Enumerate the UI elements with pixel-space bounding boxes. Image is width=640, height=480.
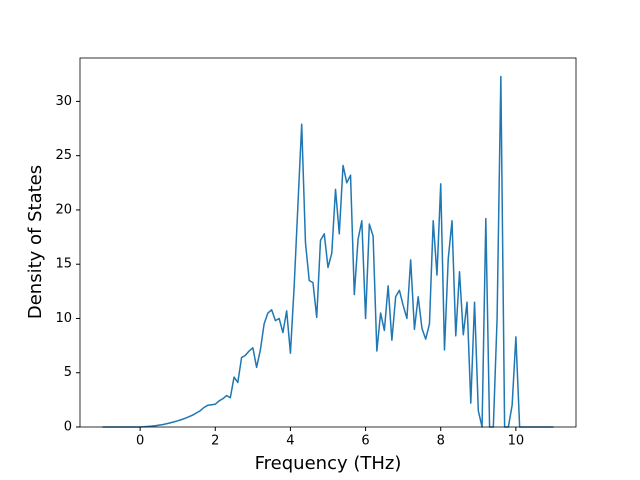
x-tick-label: 0 [136,434,144,449]
y-tick-label: 5 [64,365,72,380]
y-tick-label: 30 [55,94,72,109]
x-tick-label: 4 [286,434,294,449]
x-tick-label: 10 [508,434,525,449]
y-tick-label: 20 [55,202,72,217]
plot-frame [79,57,577,428]
x-tick-label: 6 [361,434,369,449]
x-tick-label: 8 [437,434,445,449]
y-tick-label: 15 [55,257,72,272]
data-line [102,75,554,428]
y-axis-label: Density of States [25,165,46,319]
y-tick-label: 25 [55,148,72,163]
y-tick-label: 10 [55,311,72,326]
x-tick-label: 2 [211,434,219,449]
y-tick-label: 0 [64,420,72,435]
x-axis-label: Frequency (THz) [255,453,402,474]
